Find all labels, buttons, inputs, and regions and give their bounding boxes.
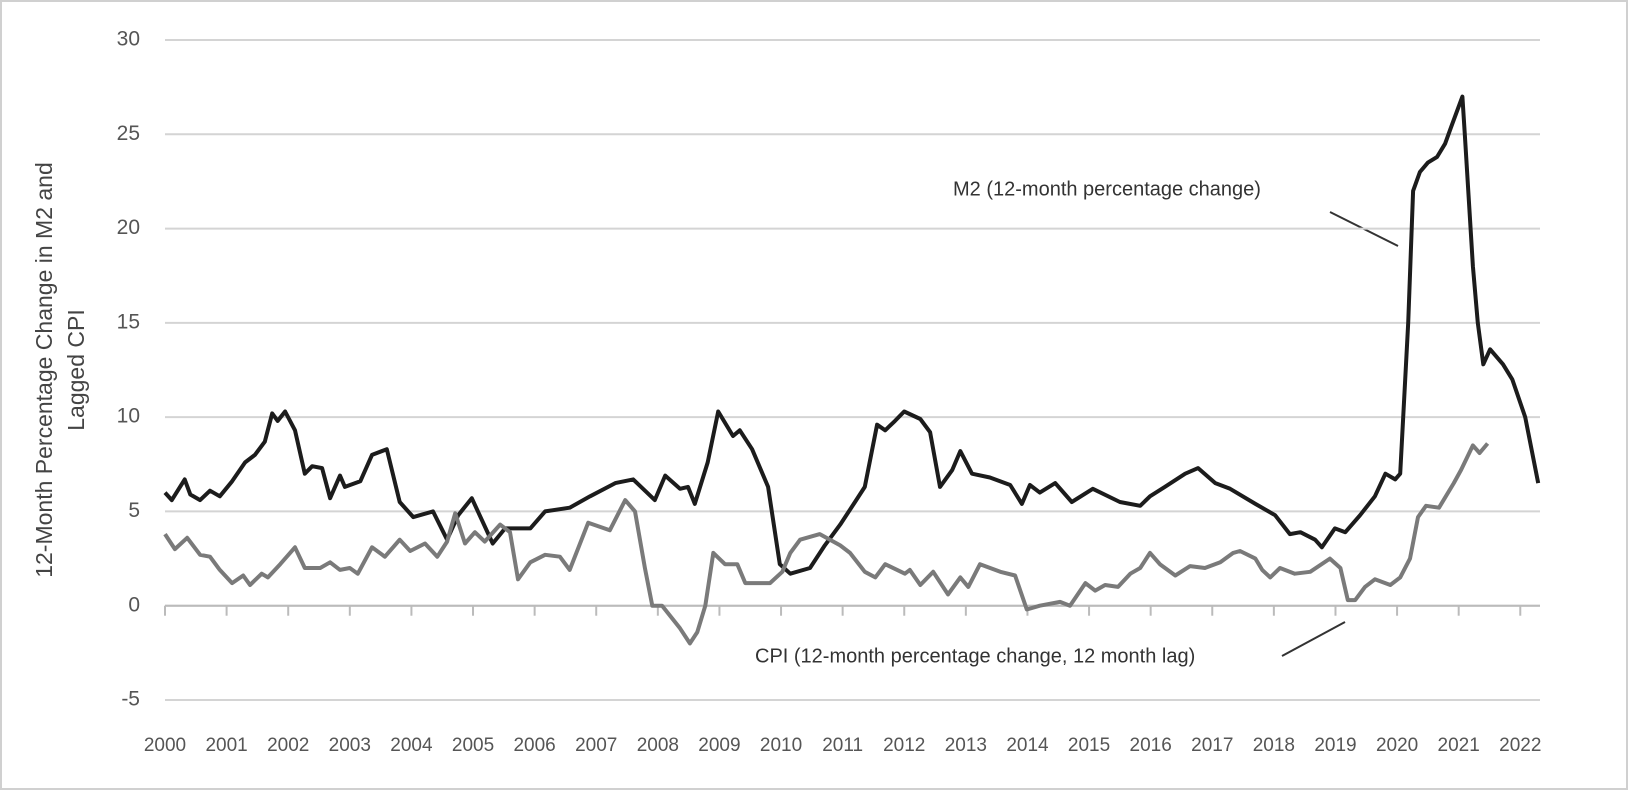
y-tick-label: 15	[117, 310, 140, 333]
x-tick-label: 2017	[1191, 735, 1233, 756]
y-tick-label: -5	[121, 688, 140, 711]
x-tick-label: 2006	[513, 735, 555, 756]
annotation: CPI (12-month percentage change, 12 mont…	[755, 645, 1195, 667]
x-tick-label: 2021	[1438, 735, 1480, 756]
x-tick-label: 2020	[1376, 735, 1418, 756]
x-tick-label: 2014	[1006, 735, 1049, 756]
series-line	[163, 442, 1490, 646]
y-axis-label-line: Lagged CPI	[63, 309, 89, 430]
x-tick-label: 2010	[760, 735, 802, 756]
x-tick-label: 2018	[1253, 735, 1295, 756]
x-tick-label: 2012	[883, 735, 925, 756]
x-tick-label: 2016	[1130, 735, 1172, 756]
x-tick-label: 2013	[945, 735, 987, 756]
x-tick-label: 2008	[637, 735, 679, 756]
x-tick-label: 2002	[267, 735, 309, 756]
series-line	[163, 94, 1541, 576]
x-tick-label: 2009	[698, 735, 740, 756]
x-tick-label: 2000	[144, 735, 186, 756]
y-tick-label: 0	[128, 593, 140, 616]
y-tick-label: 30	[117, 28, 140, 51]
y-axis-label-line: 12-Month Percentage Change in M2 and	[31, 162, 57, 578]
x-tick-label: 2001	[205, 735, 247, 756]
x-tick-label: 2015	[1068, 735, 1110, 756]
x-tick-label: 2007	[575, 735, 617, 756]
y-tick-label: 20	[117, 216, 140, 239]
x-tick-label: 2022	[1499, 735, 1541, 756]
x-tick-label: 2004	[390, 735, 433, 756]
x-tick-label: 2003	[329, 735, 371, 756]
x-tick-label: 2005	[452, 735, 494, 756]
y-axis-label: 12-Month Percentage Change in M2 and Lag…	[31, 162, 89, 578]
x-tick-label: 2011	[822, 735, 863, 756]
y-tick-label: 25	[117, 122, 140, 145]
y-tick-label: 5	[128, 499, 140, 522]
leader-line	[1281, 621, 1346, 657]
y-tick-label: 10	[117, 405, 140, 428]
annotation: M2 (12-month percentage change)	[953, 178, 1261, 200]
x-tick-label: 2019	[1314, 735, 1356, 756]
